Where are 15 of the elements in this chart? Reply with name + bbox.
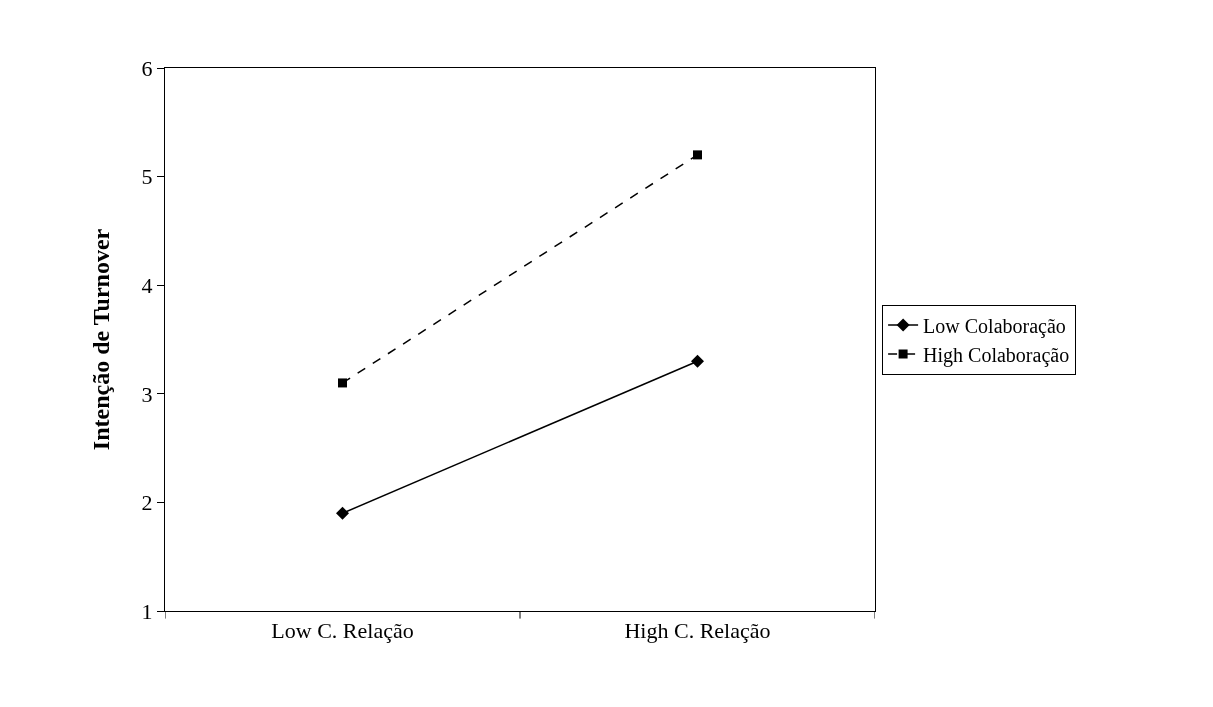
point: [338, 378, 347, 388]
point: [693, 150, 702, 160]
legend-label: High Colaboração: [923, 343, 1070, 367]
y-tick-label: 3: [141, 381, 153, 407]
y-tick-label: 2: [141, 490, 153, 516]
x-tick-label: High C. Relação: [624, 618, 771, 644]
point: [691, 354, 704, 368]
y-tick-label: 1: [141, 598, 153, 624]
y-tick-label: 6: [141, 55, 153, 81]
x-tick-label: Low C. Relação: [271, 618, 414, 644]
y-axis-title: Intenção de Turnover: [87, 228, 114, 451]
y-tick-label: 4: [141, 272, 153, 298]
legend-label: Low Colaboração: [923, 314, 1066, 338]
point: [336, 506, 349, 520]
y-tick-label: 5: [141, 164, 153, 190]
